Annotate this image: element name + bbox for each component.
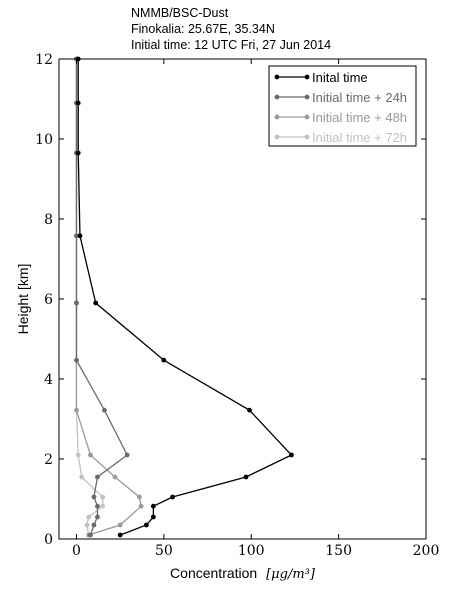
series-line (75, 59, 142, 536)
legend-swatch-marker (304, 134, 310, 140)
data-point (88, 532, 93, 538)
y-tick-label: 2 (44, 452, 53, 468)
data-point (79, 474, 85, 480)
x-tick-label: 100 (238, 543, 265, 559)
data-point (117, 532, 123, 538)
legend-swatch-marker (274, 134, 280, 140)
x-tick-label: 200 (413, 543, 440, 559)
series-line (77, 59, 293, 536)
initial-time: Initial time: 12 UTC Fri, 27 Jun 2014 (131, 38, 332, 52)
x-axis-title: Concentration (170, 565, 257, 581)
data-point (74, 407, 79, 413)
legend-label: Initial time + 72h (312, 130, 407, 145)
legend-item: Initial time + 24h (274, 90, 407, 105)
y-tick-label: 4 (44, 372, 53, 388)
data-point (88, 452, 93, 458)
data-point (75, 452, 81, 458)
data-point (143, 522, 149, 528)
y-tick-label: 6 (44, 292, 53, 308)
series-line (75, 59, 128, 536)
series-3 (74, 56, 144, 538)
legend-label: Inital time (312, 70, 368, 85)
legend-swatch-marker (304, 114, 310, 120)
data-point (100, 503, 106, 509)
data-point (75, 100, 81, 106)
legend-swatch-marker (304, 74, 310, 80)
station-location: Finokalia: 25.67E, 35.34N (131, 22, 275, 36)
data-point (95, 514, 100, 520)
legend-box (268, 65, 417, 147)
data-point (112, 474, 118, 480)
data-point (150, 514, 156, 520)
data-point (102, 407, 107, 413)
data-point (93, 300, 99, 306)
data-point (100, 494, 106, 500)
model-name: NMMB/BSC-Dust (131, 6, 229, 20)
y-tick-label: 10 (35, 132, 53, 148)
legend: Inital time Initial time + 24h Initial tim… (268, 65, 417, 147)
data-point (77, 233, 83, 239)
data-point (289, 452, 294, 458)
x-tick-label: 0 (72, 543, 81, 559)
data-point (74, 357, 79, 363)
x-tick-label: 150 (325, 543, 352, 559)
data-point (84, 522, 90, 528)
data-point (74, 233, 79, 239)
data-point (161, 357, 167, 363)
legend-item: Inital time (274, 70, 368, 85)
legend-item: Initial time + 48h (274, 110, 407, 125)
series-1 (75, 56, 294, 538)
data-point (86, 514, 92, 520)
data-point (117, 522, 123, 528)
data-point (136, 494, 142, 500)
data-point (138, 503, 144, 509)
data-point (75, 150, 81, 156)
y-tick-label: 0 (44, 532, 53, 548)
x-axis-unit: [μg/m³] (266, 567, 316, 582)
legend-label: Initial time + 48h (312, 110, 407, 125)
legend-swatch-marker (304, 94, 310, 100)
legend-label: Initial time + 24h (312, 90, 407, 105)
y-tick-label: 8 (44, 212, 53, 228)
y-axis-label: Height [km] (15, 264, 31, 335)
data-point (91, 494, 97, 500)
chart-header: NMMB/BSC-Dust Finokalia: 25.67E, 35.34N … (131, 5, 331, 53)
data-point (150, 503, 156, 509)
x-axis-label: Concentration [μg/m³] (170, 565, 316, 582)
legend-swatch-marker (274, 94, 280, 100)
data-point (124, 452, 130, 458)
x-tick-label: 50 (155, 543, 173, 559)
data-point (91, 522, 97, 528)
data-point (243, 474, 249, 480)
legend-item: Initial time + 72h (274, 130, 407, 145)
data-point (95, 503, 100, 509)
y-tick-label: 12 (35, 52, 53, 68)
legend-swatch-marker (274, 74, 280, 80)
data-point (247, 407, 252, 413)
series-line (75, 59, 104, 536)
data-point (95, 474, 100, 480)
data-point (74, 300, 79, 306)
data-point (170, 494, 175, 500)
legend-swatch-marker (274, 114, 280, 120)
